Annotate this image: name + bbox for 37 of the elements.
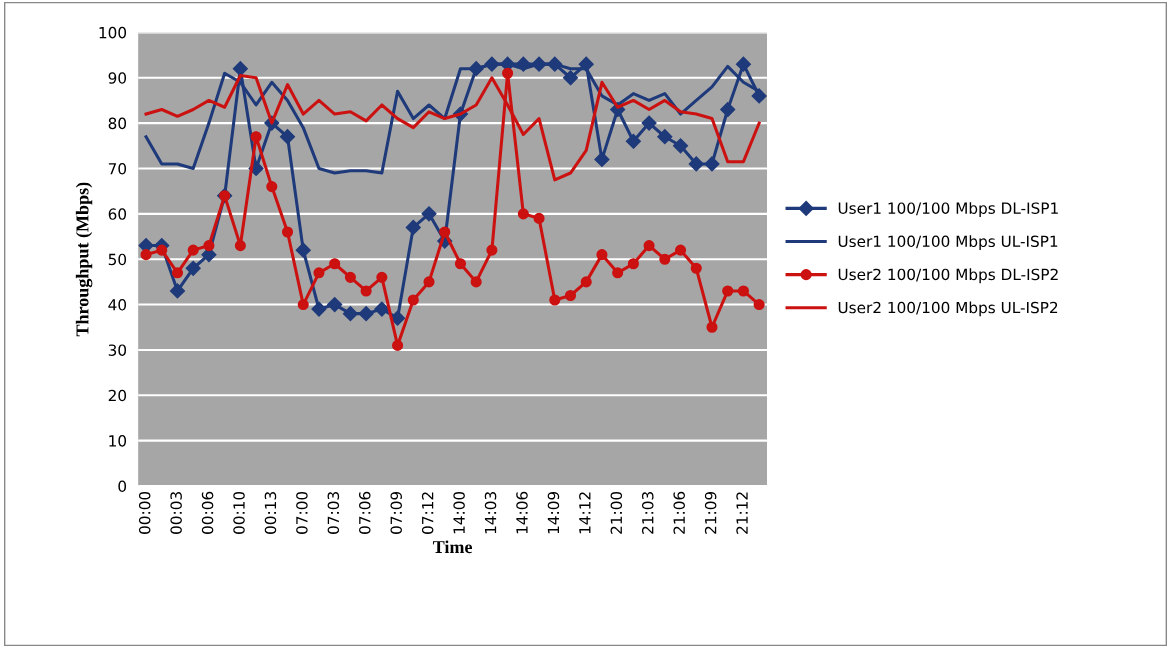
x-tick-label: 14:12 [579, 492, 591, 534]
legend-label: User1 100/100 Mbps UL-ISP1 [838, 235, 1058, 251]
y-tick-label: 90 [108, 72, 127, 84]
y-tick-label: 20 [108, 389, 127, 402]
x-tick-label: 21:09 [704, 491, 717, 534]
y-tick-label: 70 [108, 162, 127, 175]
y-axis-title: Throughput (Mbps) [75, 182, 93, 337]
y-tick-label: 30 [108, 344, 127, 356]
x-axis-title: Time [432, 540, 473, 554]
legend-label: User2 100/100 Mbps UL-ISP2 [838, 301, 1058, 317]
x-tick-label: 14:06 [516, 491, 528, 534]
x-tick-label: 21:12 [736, 492, 748, 534]
x-tick-label: 07:12 [421, 492, 434, 534]
x-tick-label: 07:03 [327, 492, 340, 534]
legend-label: User2 100/100 Mbps DL-ISP2 [838, 268, 1058, 284]
x-tick-label: 07:06 [359, 491, 371, 534]
x-tick-label: 21:00 [610, 491, 623, 534]
y-tick-label: 100 [99, 26, 127, 39]
y-tick-label: 0 [118, 480, 127, 493]
legend-label: User1 100/100 Mbps DL-ISP1 [838, 202, 1058, 217]
x-tick-label: 14:09 [547, 491, 560, 534]
y-tick-label: 60 [108, 208, 127, 220]
x-tick-label: 00:10 [233, 491, 245, 534]
x-tick-label: 14:00 [453, 491, 465, 534]
x-tick-label: 00:06 [201, 491, 214, 534]
y-tick-label: 80 [108, 117, 127, 130]
x-tick-label: 21:03 [641, 492, 654, 534]
x-tick-label: 00:03 [170, 492, 182, 534]
x-tick-label: 00:00 [138, 491, 151, 534]
x-tick-label: 07:00 [296, 491, 308, 534]
x-tick-label: 07:09 [390, 491, 402, 534]
y-tick-label: 50 [108, 253, 127, 266]
x-tick-label: 14:03 [484, 492, 497, 534]
y-tick-label: 10 [109, 435, 127, 447]
x-tick-label: 21:06 [673, 491, 685, 534]
x-tick-label: 00:13 [264, 492, 277, 534]
y-tick-label: 40 [108, 299, 127, 311]
